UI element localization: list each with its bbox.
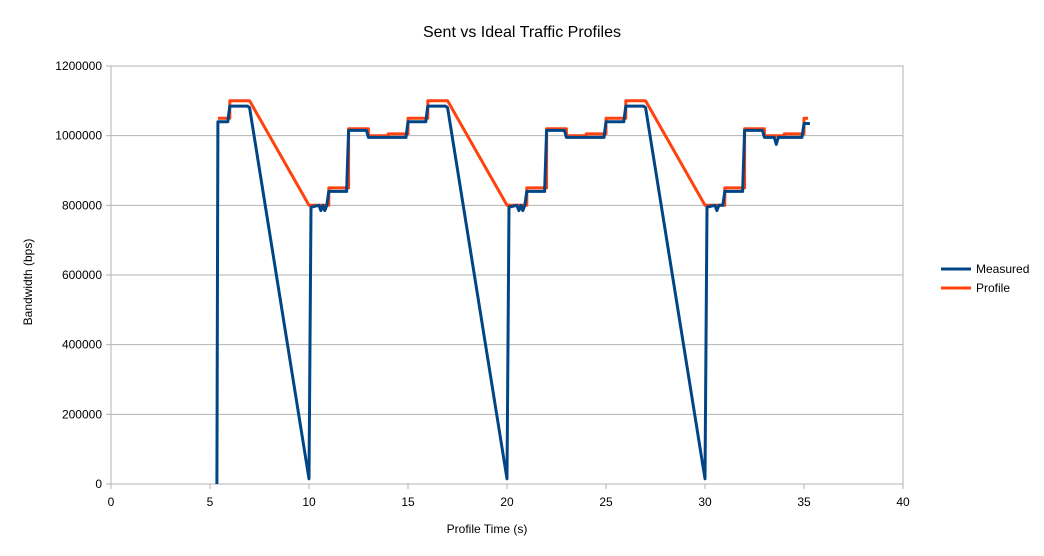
y-tick-label: 200000 (62, 407, 102, 421)
series-line-measured (215, 104, 810, 485)
x-tick-label: 35 (797, 495, 811, 509)
x-axis: 0 5 10 15 20 25 30 35 40 (108, 484, 910, 509)
y-tick-label: 400000 (62, 338, 102, 352)
x-axis-title: Profile Time (s) (447, 522, 528, 536)
y-tick-label: 800000 (62, 198, 102, 212)
x-tick-label: 30 (698, 495, 712, 509)
y-axis-title: Bandwidth (bps) (21, 239, 35, 326)
y-tick-label: 0 (95, 477, 102, 491)
chart-title: Sent vs Ideal Traffic Profiles (423, 24, 621, 41)
y-tick-label: 1000000 (55, 129, 102, 143)
x-tick-label: 20 (500, 495, 514, 509)
x-tick-label: 10 (302, 495, 316, 509)
legend-label-measured: Measured (976, 262, 1029, 276)
legend-label-profile: Profile (976, 281, 1010, 295)
x-tick-label: 15 (401, 495, 415, 509)
y-tick-label: 600000 (62, 268, 102, 282)
x-tick-label: 25 (599, 495, 613, 509)
legend: Measured Profile (941, 262, 1029, 295)
x-tick-label: 40 (896, 495, 910, 509)
x-tick-label: 5 (207, 495, 214, 509)
plot-area (110, 65, 904, 485)
y-axis: 0 200000 400000 600000 800000 1000000 1200000 (55, 59, 111, 491)
series-layer (215, 99, 810, 485)
x-tick-label: 0 (108, 495, 115, 509)
y-tick-label: 1200000 (55, 59, 102, 73)
